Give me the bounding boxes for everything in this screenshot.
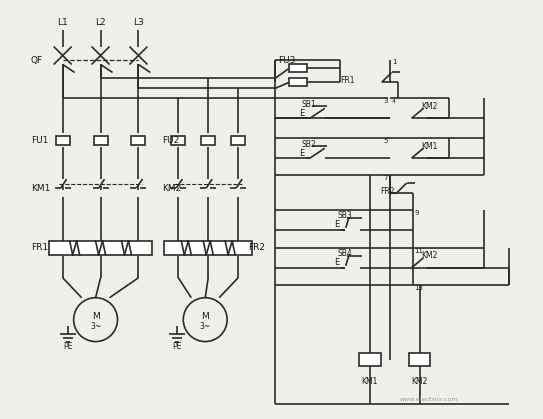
Text: 3~: 3~ xyxy=(200,322,211,331)
Bar xyxy=(49,241,153,255)
Text: KM2: KM2 xyxy=(162,184,181,193)
Text: L3: L3 xyxy=(133,18,144,27)
Text: FR1: FR1 xyxy=(31,243,48,252)
Text: SB2: SB2 xyxy=(302,140,317,149)
Text: KM1: KM1 xyxy=(362,377,378,386)
Text: QF: QF xyxy=(31,56,43,65)
Text: KM2: KM2 xyxy=(421,102,438,111)
Text: 11: 11 xyxy=(414,248,424,254)
Text: FU3: FU3 xyxy=(278,56,295,65)
Text: KM1: KM1 xyxy=(421,142,438,151)
Text: E: E xyxy=(299,109,305,118)
Bar xyxy=(201,136,215,145)
Text: M: M xyxy=(201,312,209,321)
Text: PE: PE xyxy=(173,342,182,351)
Bar xyxy=(408,352,431,367)
Text: PE: PE xyxy=(63,342,72,351)
Bar xyxy=(93,136,108,145)
Text: FU1: FU1 xyxy=(31,136,48,145)
Text: M: M xyxy=(92,312,99,321)
Bar xyxy=(131,136,146,145)
Text: L2: L2 xyxy=(95,18,106,27)
Text: SB4: SB4 xyxy=(338,249,352,259)
Text: SB1: SB1 xyxy=(302,100,317,109)
Text: 9: 9 xyxy=(414,210,419,216)
Bar xyxy=(359,352,381,367)
Text: 1: 1 xyxy=(393,59,397,65)
Bar xyxy=(289,65,307,72)
Text: 13: 13 xyxy=(414,285,424,291)
Bar xyxy=(289,78,307,86)
Text: E: E xyxy=(299,149,305,158)
Bar xyxy=(165,241,252,255)
Text: E: E xyxy=(334,220,339,230)
Text: FR1: FR1 xyxy=(340,76,355,85)
Text: 5: 5 xyxy=(383,138,388,144)
Bar xyxy=(56,136,70,145)
Text: FU2: FU2 xyxy=(162,136,180,145)
Text: KM2: KM2 xyxy=(411,377,428,386)
Text: KM2: KM2 xyxy=(421,251,438,260)
Text: KM1: KM1 xyxy=(31,184,50,193)
Text: 4: 4 xyxy=(392,99,396,104)
Bar xyxy=(231,136,245,145)
Text: FR2: FR2 xyxy=(380,186,395,196)
Text: E: E xyxy=(334,259,339,267)
Text: 7: 7 xyxy=(383,175,388,181)
Text: SB3: SB3 xyxy=(338,212,352,220)
Text: www.elecfans.com: www.elecfans.com xyxy=(400,397,459,402)
Text: L1: L1 xyxy=(58,18,68,27)
Bar xyxy=(172,136,185,145)
Text: FR2: FR2 xyxy=(248,243,265,252)
Text: 3~: 3~ xyxy=(90,322,101,331)
Text: 3: 3 xyxy=(383,98,388,104)
